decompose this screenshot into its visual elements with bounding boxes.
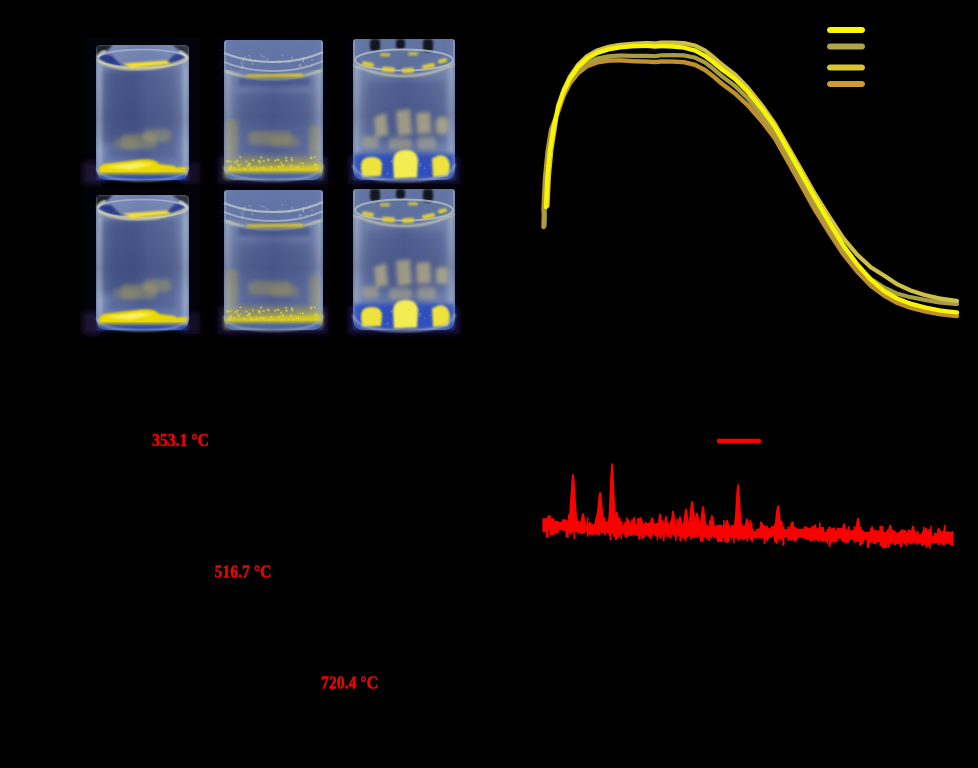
svg-text:720.4 °C: 720.4 °C — [321, 673, 378, 693]
svg-text:516.7 °C: 516.7 °C — [215, 562, 272, 582]
svg-text:353.1 °C: 353.1 °C — [152, 430, 209, 450]
